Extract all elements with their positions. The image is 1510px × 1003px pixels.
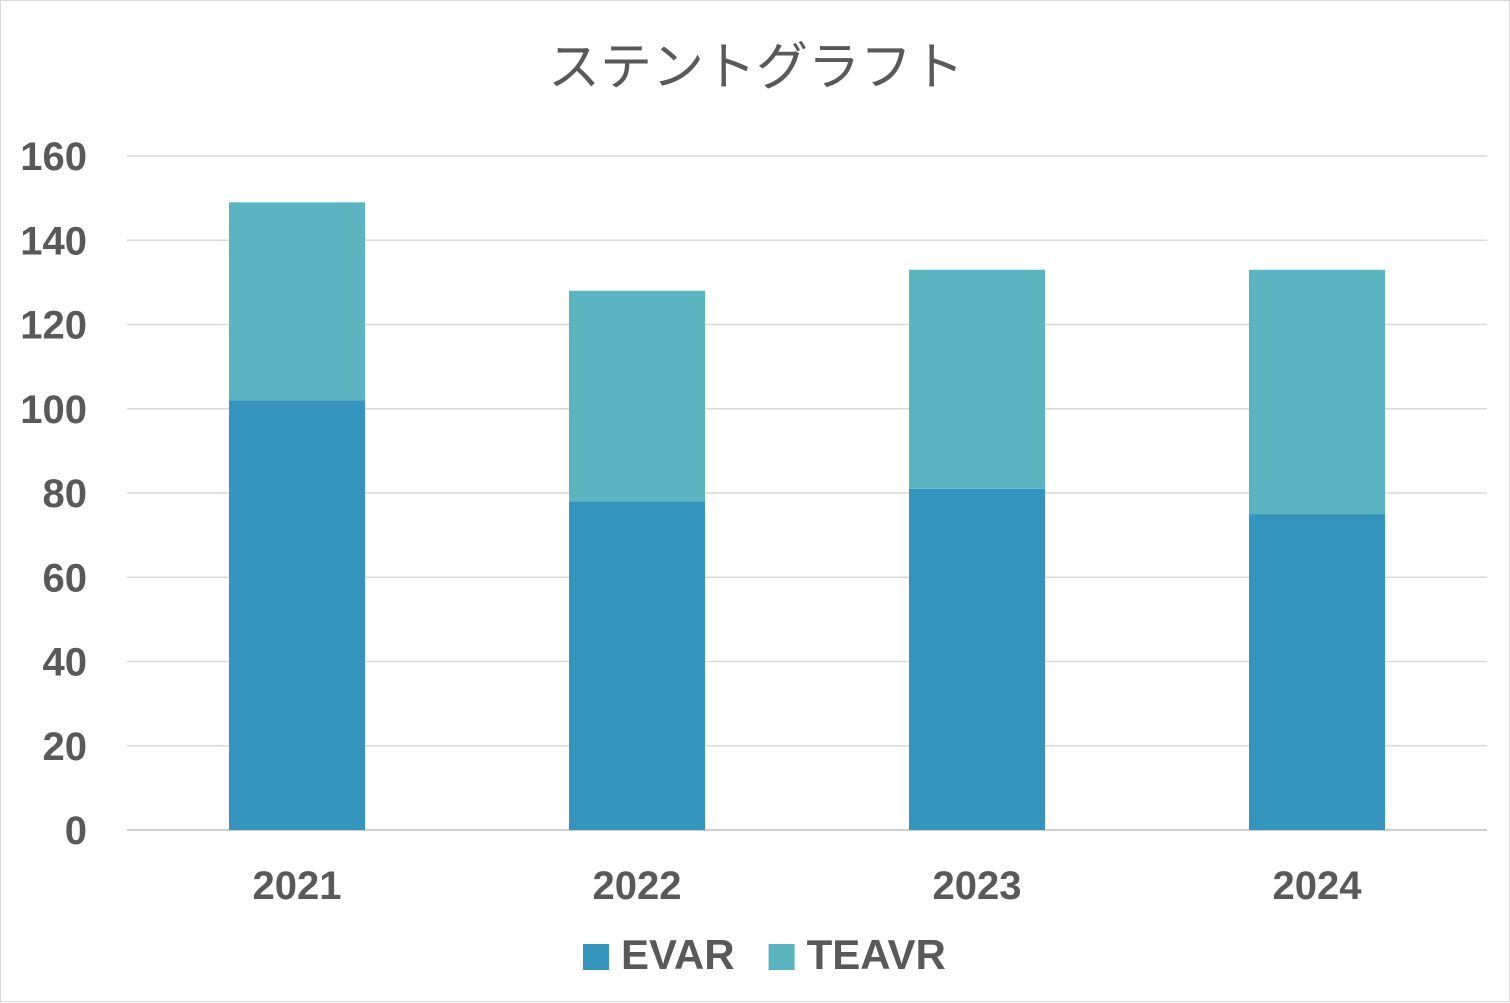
x-tick-label: 2022 bbox=[593, 864, 682, 908]
legend: EVAR TEAVR bbox=[583, 931, 946, 978]
x-tick-label: 2024 bbox=[1273, 864, 1363, 908]
y-tick-label: 80 bbox=[43, 472, 88, 516]
bar-teavr-2021 bbox=[229, 202, 365, 401]
bar-evar-2022 bbox=[569, 501, 705, 830]
legend-label-evar: EVAR bbox=[621, 931, 735, 978]
y-tick-label: 20 bbox=[43, 725, 88, 769]
x-tick-label: 2023 bbox=[933, 864, 1022, 908]
y-axis-ticks: 0 20 40 60 80 100 120 140 160 bbox=[20, 135, 87, 853]
legend-swatch-evar bbox=[583, 944, 609, 970]
bar-evar-2021 bbox=[229, 400, 365, 830]
chart-title: ステントグラフト bbox=[548, 38, 964, 98]
bar-teavr-2024 bbox=[1249, 269, 1385, 515]
x-tick-label: 2021 bbox=[253, 864, 342, 908]
bars bbox=[229, 202, 1385, 830]
y-tick-label: 60 bbox=[43, 556, 88, 600]
legend-label-teavr: TEAVR bbox=[807, 931, 946, 978]
legend-swatch-teavr bbox=[768, 944, 795, 970]
y-tick-label: 160 bbox=[20, 135, 87, 179]
y-tick-label: 120 bbox=[20, 304, 87, 348]
bar-teavr-2023 bbox=[909, 269, 1045, 489]
bar-teavr-2022 bbox=[569, 290, 705, 502]
x-axis-ticks: 2021 2022 2023 2024 bbox=[253, 864, 1363, 908]
y-tick-label: 140 bbox=[20, 219, 87, 263]
y-tick-label: 0 bbox=[65, 809, 87, 853]
bar-evar-2023 bbox=[909, 488, 1045, 830]
y-tick-label: 100 bbox=[20, 388, 87, 432]
bar-evar-2024 bbox=[1249, 514, 1385, 830]
y-tick-label: 40 bbox=[43, 641, 88, 685]
